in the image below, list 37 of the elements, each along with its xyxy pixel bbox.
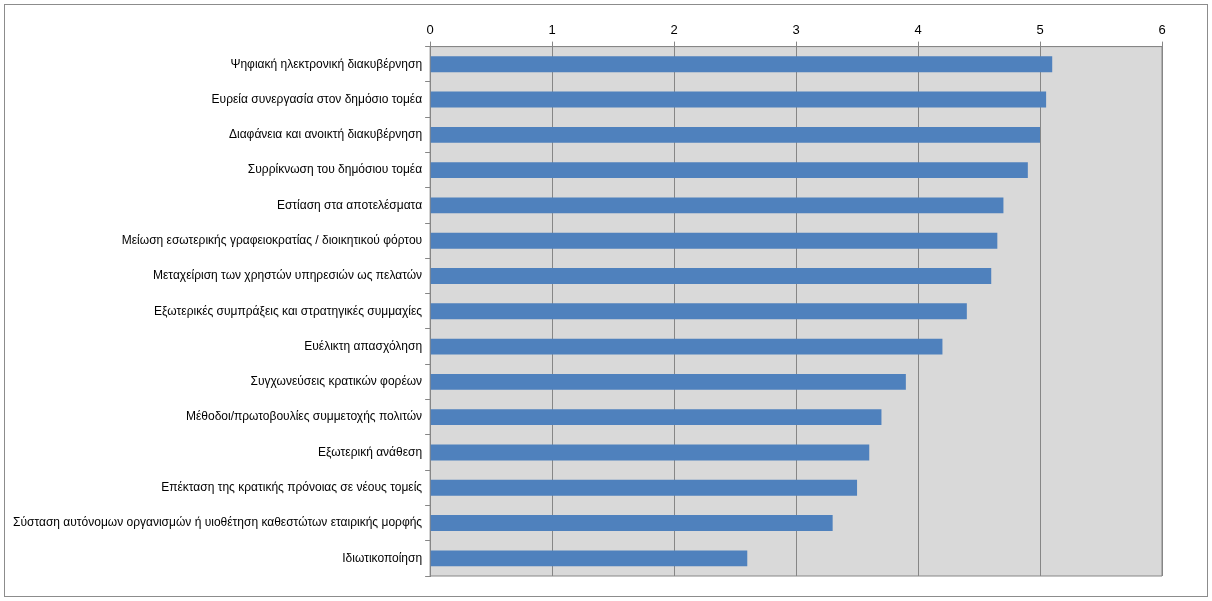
x-tick-label: 3 (792, 22, 800, 38)
bar (430, 550, 748, 567)
bar (430, 162, 1028, 179)
y-tick-label: Ευέλικτη απασχόληση (304, 338, 423, 353)
y-tick-label: Εξωτερικές συμπράξεις και στρατηγικές συμμαχίες (153, 303, 423, 318)
bar (430, 409, 882, 426)
y-tick-label: Μεταχείριση των χρηστών υπηρεσιών ως πελατών (153, 268, 423, 283)
x-tick-label: 0 (426, 22, 434, 38)
y-tick-label: Εξωτερική ανάθεση (317, 444, 423, 459)
y-tick-label: Διαφάνεια και ανοικτή διακυβέρνηση (229, 127, 423, 142)
y-tick-label: Σύσταση αυτόνομων οργανισμών ή υιοθέτηση καθεστώτων εταιρικής μορφής (13, 515, 423, 530)
y-tick-label: Επέκταση της κρατικής πρόνοιας σε νέους τομείς (161, 480, 423, 495)
bar (430, 303, 967, 320)
y-tick-label: Μείωση εσωτερικής γραφειοκρατίας / διοικητικού φόρτου (121, 233, 423, 248)
bar (430, 338, 943, 355)
bar (430, 232, 998, 249)
bar (430, 126, 1041, 143)
x-tick-label: 6 (1158, 22, 1166, 38)
y-tick-label: Συγχωνεύσεις κρατικών φορέων (250, 374, 423, 389)
y-tick-label: Ευρεία συνεργασία στον δημόσιο τομέα (211, 91, 423, 106)
y-tick-label: Ιδιωτικοποίηση (342, 550, 423, 565)
bar (430, 56, 1053, 73)
y-tick-label: Μέθοδοι/πρωτοβουλίες συμμετοχής πολιτών (185, 409, 423, 424)
bar (430, 515, 833, 531)
x-tick-label: 5 (1036, 22, 1044, 38)
bar (430, 197, 1004, 214)
bar (430, 268, 992, 284)
bar (430, 91, 1047, 108)
y-tick-label: Εστίαση στα αποτελέσματα (276, 197, 423, 212)
bar (430, 444, 870, 461)
x-tick-label: 2 (670, 22, 678, 38)
x-tick-label: 1 (548, 22, 556, 38)
y-tick-label: Συρρίκνωση του δημόσιου τομέα (247, 162, 423, 177)
y-tick-label: Ψηφιακή ηλεκτρονική διακυβέρνηση (230, 56, 423, 71)
x-tick-label: 4 (914, 22, 922, 38)
bar (430, 479, 858, 496)
bar (430, 373, 906, 390)
